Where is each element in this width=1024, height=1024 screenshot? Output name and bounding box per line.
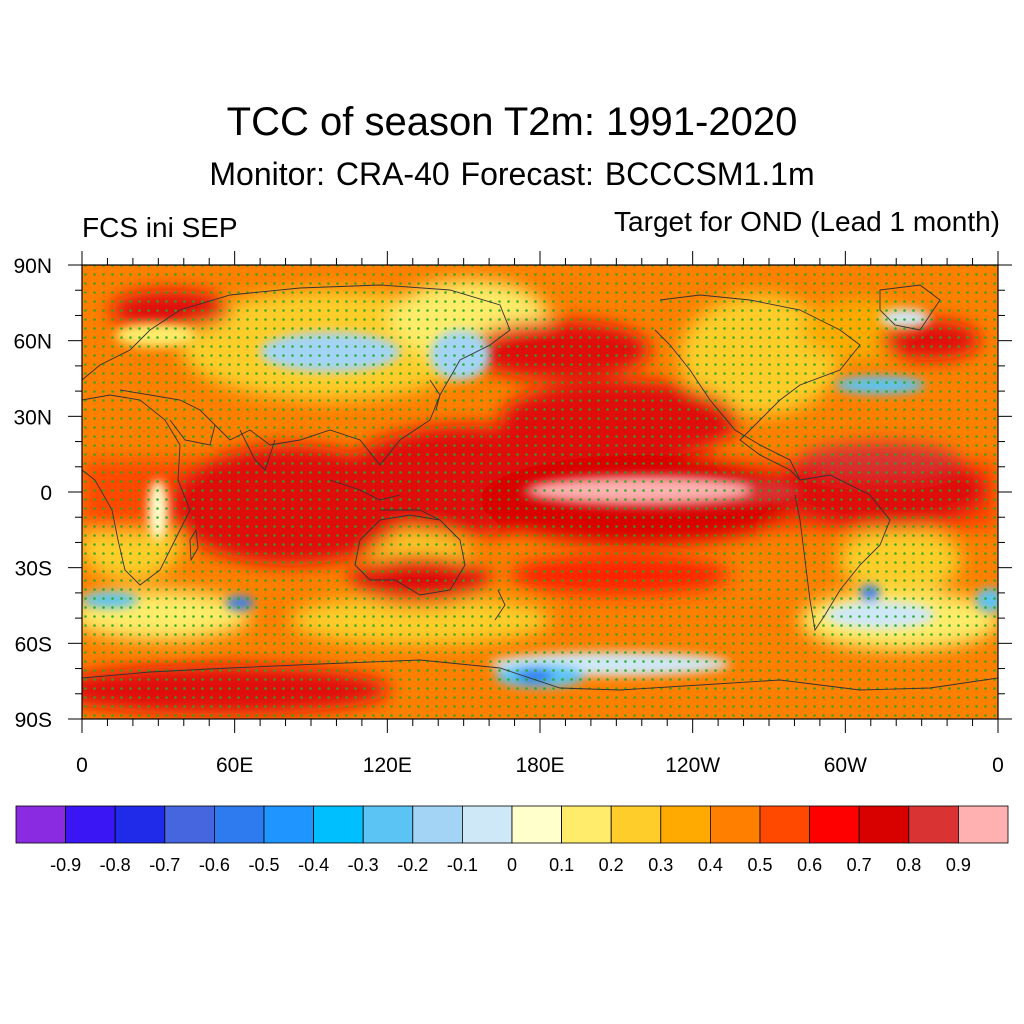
lon-label-3: 180E <box>515 754 564 777</box>
colorbar-box-1 <box>65 805 116 844</box>
colorbar-box-11 <box>561 805 612 844</box>
colorbar-box-2 <box>114 805 166 844</box>
colorbar-label-1: -0.8 <box>100 855 131 875</box>
colorbar-box-13 <box>660 805 711 844</box>
colorbar-label-2: -0.7 <box>149 855 180 875</box>
lat-label-3: 0 <box>40 482 52 505</box>
colorbar-label-7: -0.2 <box>397 855 428 875</box>
lat-label-2: 30N <box>13 406 52 429</box>
colorbar-label-4: -0.5 <box>248 855 279 875</box>
colorbar-box-12 <box>610 805 662 844</box>
lon-label-5: 60W <box>824 754 867 777</box>
colorbar-label-0: -0.9 <box>50 855 81 875</box>
colorbar-box-3 <box>164 805 215 844</box>
colorbar-box-19 <box>958 805 1009 844</box>
colorbar-label-3: -0.6 <box>199 855 230 875</box>
colorbar-label-8: -0.1 <box>447 855 478 875</box>
colorbar-box-15 <box>759 805 810 844</box>
coastlines <box>82 284 998 691</box>
lat-label-6: 90S <box>15 709 52 732</box>
longitude-labels: 0 60E 120E 180E 120W 60W 0 <box>76 754 1004 777</box>
colorbar-label-6: -0.3 <box>348 855 379 875</box>
colorbar-label-17: 0.8 <box>896 855 921 875</box>
colorbar <box>15 805 1009 844</box>
colorbar-label-12: 0.3 <box>648 855 673 875</box>
colorbar-box-7 <box>362 805 414 844</box>
colorbar-label-9: 0 <box>507 855 517 875</box>
colorbar-label-16: 0.7 <box>847 855 872 875</box>
lat-label-4: 30S <box>15 558 52 581</box>
colorbar-label-14: 0.5 <box>747 855 772 875</box>
lon-label-6: 0 <box>992 754 1004 777</box>
colorbar-box-6 <box>313 805 364 844</box>
colorbar-box-0 <box>15 805 66 844</box>
colorbar-box-10 <box>511 805 562 844</box>
plot-subtitle: Monitor: CRA-40 Forecast: BCCCSM1.1m <box>209 156 815 192</box>
lat-label-1: 60N <box>13 331 52 354</box>
colorbar-label-18: 0.9 <box>946 855 971 875</box>
colorbar-box-16 <box>809 805 860 844</box>
colorbar-label-11: 0.2 <box>599 855 624 875</box>
significance-stipple <box>82 265 998 719</box>
latitude-labels: 90N 60N 30N 0 30S 60S 90S <box>13 255 52 732</box>
lon-label-0: 0 <box>76 754 88 777</box>
colorbar-box-9 <box>461 805 513 844</box>
colorbar-labels: -0.9 -0.8 -0.7 -0.6 -0.5 -0.4 -0.3 -0.2 -0.1 0 0.1… <box>50 855 971 875</box>
lon-label-1: 60E <box>216 754 253 777</box>
lon-label-2: 120E <box>363 754 412 777</box>
colorbar-label-13: 0.4 <box>698 855 723 875</box>
lat-label-0: 90N <box>13 255 52 278</box>
left-string: FCS ini SEP <box>82 212 238 243</box>
lon-label-4: 120W <box>665 754 720 777</box>
colorbar-box-18 <box>908 805 959 844</box>
colorbar-box-4 <box>213 805 265 844</box>
plot-title: TCC of season T2m: 1991-2020 <box>226 100 798 144</box>
correlation-field <box>82 265 998 719</box>
colorbar-box-8 <box>412 805 463 844</box>
right-string: Target for OND (Lead 1 month) <box>614 206 1000 237</box>
lat-label-5: 60S <box>15 633 52 656</box>
colorbar-box-5 <box>263 805 314 844</box>
colorbar-box-17 <box>858 805 910 844</box>
colorbar-label-5: -0.4 <box>298 855 329 875</box>
colorbar-box-14 <box>710 805 761 844</box>
axis-ticks <box>68 251 1012 733</box>
colorbar-label-10: 0.1 <box>549 855 574 875</box>
colorbar-label-15: 0.6 <box>797 855 822 875</box>
